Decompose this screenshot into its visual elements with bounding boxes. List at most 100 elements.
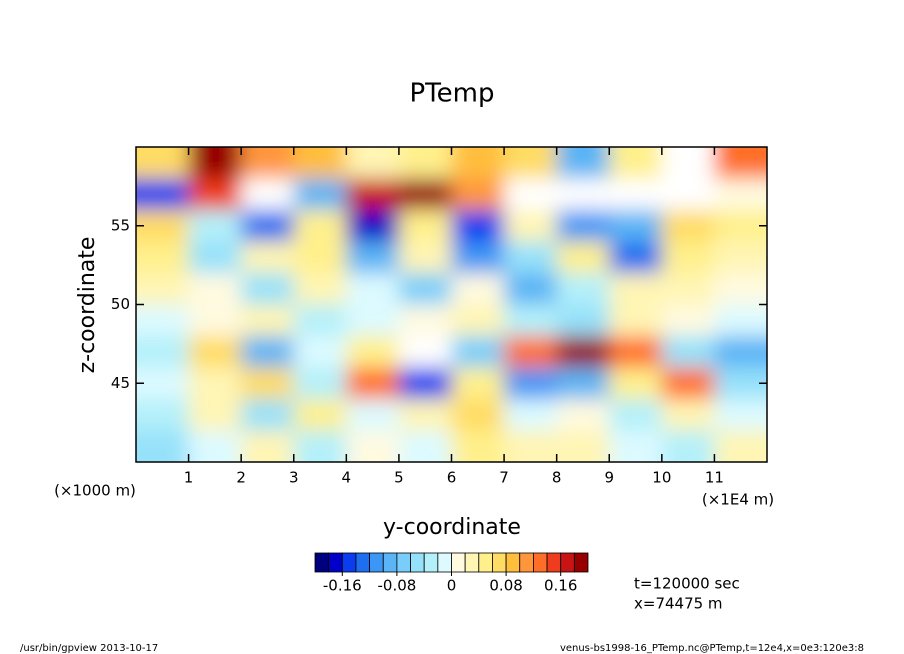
cell: [661, 367, 715, 399]
colorbar-box: [573, 552, 589, 573]
x-tick-label: 11: [705, 469, 724, 487]
cell: [714, 210, 767, 242]
cell: [556, 336, 610, 368]
field: [136, 147, 767, 462]
cell: [188, 430, 242, 462]
x-axis-label: y-coordinate: [383, 515, 521, 540]
cell: [661, 147, 715, 179]
cell: [293, 367, 347, 399]
cell: [241, 273, 294, 305]
cell: [661, 178, 715, 210]
x-tick-label: 8: [552, 469, 562, 487]
cell: [451, 178, 505, 210]
cell: [451, 273, 505, 305]
cell: [346, 147, 399, 179]
cell: [241, 241, 294, 273]
note: t=120000 sec: [634, 575, 740, 593]
colorbar: -0.16 -0.08 0 0.08 0.16: [314, 552, 589, 595]
cell: [504, 273, 557, 305]
cell: [136, 367, 189, 399]
colorbar-box: [369, 552, 384, 573]
cell: [136, 336, 189, 368]
cell: [293, 241, 347, 273]
cell: [609, 367, 662, 399]
cell: [188, 399, 242, 431]
cell: [714, 367, 767, 399]
y-tick-label: 50: [111, 295, 130, 313]
cell: [451, 399, 505, 431]
cell: [188, 336, 242, 368]
colorbar-box: [396, 552, 411, 573]
colorbar-box: [437, 552, 452, 573]
cell: [241, 210, 294, 242]
cell: [188, 367, 242, 399]
colorbar-box: [478, 552, 493, 573]
cell: [609, 336, 662, 368]
colorbar-box: [328, 552, 343, 573]
colorbar-box: [519, 552, 534, 573]
cell: [504, 304, 557, 336]
cell: [504, 336, 557, 368]
cell: [504, 399, 557, 431]
cell: [451, 304, 505, 336]
cell: [661, 304, 715, 336]
cell: [609, 273, 662, 305]
cell: [188, 178, 242, 210]
footer: /usr/bin/gpview 2013-10-17: [20, 643, 158, 654]
x-tick-label: 1: [184, 469, 194, 487]
colorbar-tick-label: -0.08: [377, 577, 416, 595]
cell: [714, 147, 767, 179]
cell: [661, 430, 715, 462]
cell: [241, 430, 294, 462]
colorbar-box: [410, 552, 425, 573]
cell: [398, 241, 452, 273]
cell: [241, 304, 294, 336]
cell: [661, 241, 715, 273]
y-axis-label: z-coordinate: [75, 237, 100, 374]
cell: [609, 178, 662, 210]
cell: [241, 399, 294, 431]
cell: [661, 210, 715, 242]
x-tick-label: 2: [236, 469, 246, 487]
cell: [293, 210, 347, 242]
cell: [136, 147, 189, 179]
cell: [714, 273, 767, 305]
cell: [714, 178, 767, 210]
cell: [346, 210, 399, 242]
cell: [188, 304, 242, 336]
cell: [136, 210, 189, 242]
x-tick-label: 3: [289, 469, 299, 487]
cell: [136, 430, 189, 462]
cell: [556, 273, 610, 305]
colorbar-box: [451, 552, 466, 573]
cell: [136, 241, 189, 273]
cell: [556, 178, 610, 210]
cell: [504, 430, 557, 462]
colorbar-box: [382, 552, 398, 573]
cell: [398, 399, 452, 431]
chart-title: PTemp: [410, 79, 495, 109]
cell: [451, 147, 505, 179]
cell: [661, 336, 715, 368]
cell: [451, 336, 505, 368]
cell: [241, 147, 294, 179]
cell: [293, 430, 347, 462]
cell: [188, 241, 242, 273]
cell: [398, 336, 452, 368]
colorbar-box: [546, 552, 562, 573]
x-tick-label: 4: [342, 469, 352, 487]
cell: [556, 367, 610, 399]
cell: [504, 367, 557, 399]
cell: [556, 210, 610, 242]
cell: [136, 304, 189, 336]
cell: [609, 147, 662, 179]
cell: [346, 273, 399, 305]
field-cells: [136, 147, 767, 462]
cell: [398, 147, 452, 179]
cell: [451, 210, 505, 242]
cell: [346, 399, 399, 431]
cell: [398, 304, 452, 336]
cell: [451, 430, 505, 462]
cell: [609, 430, 662, 462]
cell: [293, 304, 347, 336]
